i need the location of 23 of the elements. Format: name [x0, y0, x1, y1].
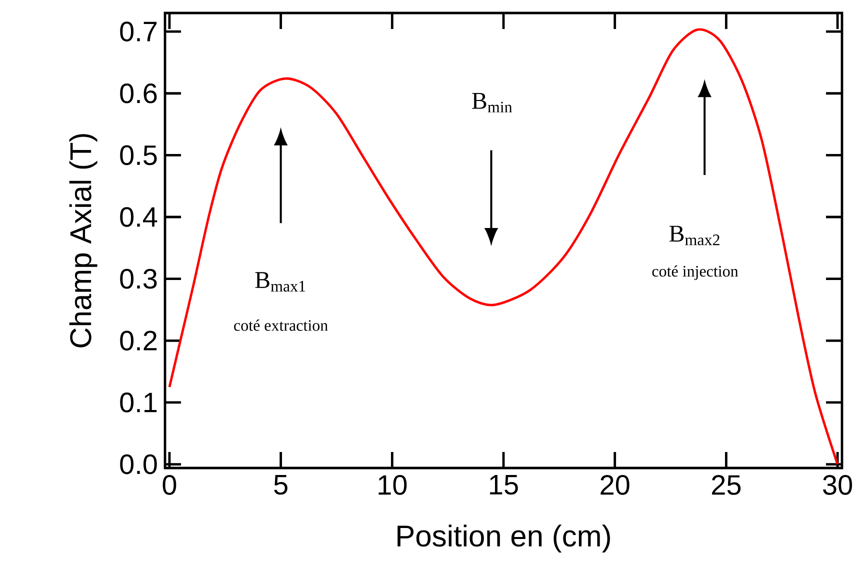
x-tick-label: 0: [162, 475, 176, 495]
x-tick-label: 5: [274, 475, 288, 495]
line-series: [168, 28, 839, 466]
x-tick-label: 15: [490, 475, 518, 495]
annotation: B$_{max1}$: [255, 272, 306, 292]
y-tick-label: 0.5: [120, 145, 157, 166]
x-tick-label: 25: [712, 475, 741, 495]
y-tick-label: 0.0: [120, 454, 157, 474]
y-tick-label: 0.3: [120, 268, 157, 289]
y-tick-label: 0.7: [120, 22, 157, 42]
y-tick-label: 0.2: [120, 330, 157, 351]
x-tick-label: 10: [378, 475, 407, 495]
annotation: B$_{max2}$: [669, 226, 720, 246]
x-axis-title: Position en (cm): [398, 524, 610, 553]
y-axis-title: Champ Axial (T): [69, 134, 98, 348]
annotation: coté injection: [652, 265, 738, 280]
annotation: B$_{min}$: [472, 92, 512, 112]
y-tick-label: 0.6: [120, 83, 157, 104]
y-tick-label: 0.1: [120, 392, 157, 412]
annotation: coté extraction: [234, 320, 328, 331]
x-tick-label: 20: [600, 475, 630, 495]
y-tick-label: 0.4: [120, 207, 158, 227]
x-tick-label: 30: [823, 475, 852, 495]
